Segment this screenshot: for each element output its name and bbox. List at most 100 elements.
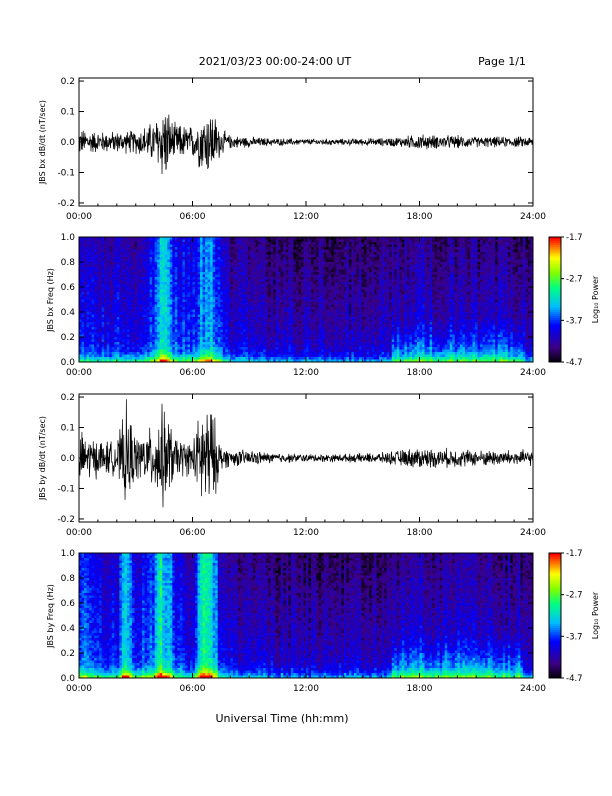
- heatmap-cell: [271, 277, 274, 280]
- heatmap-cell: [248, 245, 251, 248]
- heatmap-cell: [225, 300, 228, 303]
- heatmap-cell: [276, 252, 279, 255]
- heatmap-cell: [245, 312, 248, 315]
- heatmap-cell: [271, 325, 274, 328]
- heatmap-cell: [303, 270, 306, 273]
- heatmap-cell: [283, 290, 286, 293]
- heatmap-cell: [205, 292, 208, 295]
- heatmap-cell: [94, 280, 97, 283]
- heatmap-cell: [321, 332, 324, 335]
- heatmap-cell: [309, 257, 312, 260]
- heatmap-cell: [319, 240, 322, 243]
- heatmap-cell: [261, 325, 264, 328]
- heatmap-cell: [316, 292, 319, 295]
- heatmap-cell: [235, 305, 238, 308]
- heatmap-cell: [215, 267, 218, 270]
- heatmap-cell: [303, 342, 306, 345]
- heatmap-cell: [89, 260, 92, 263]
- heatmap-cell: [152, 262, 155, 265]
- heatmap-cell: [266, 307, 269, 310]
- heatmap-cell: [187, 337, 190, 340]
- heatmap-cell: [208, 245, 211, 248]
- heatmap-cell: [132, 312, 135, 315]
- heatmap-cell: [177, 357, 180, 360]
- heatmap-cell: [245, 240, 248, 243]
- heatmap-cell: [281, 287, 284, 290]
- heatmap-cell: [235, 272, 238, 275]
- heatmap-cell: [263, 240, 266, 243]
- heatmap-cell: [152, 325, 155, 328]
- heatmap-cell: [165, 280, 168, 283]
- heatmap-cell: [215, 347, 218, 350]
- heatmap-cell: [187, 285, 190, 288]
- heatmap-cell: [233, 282, 236, 285]
- heatmap-cell: [84, 312, 87, 315]
- heatmap-cell: [321, 310, 324, 313]
- heatmap-cell: [321, 345, 324, 348]
- heatmap-cell: [112, 342, 115, 345]
- heatmap-cell: [82, 315, 85, 318]
- heatmap-cell: [296, 260, 299, 263]
- heatmap-cell: [180, 255, 183, 258]
- heatmap-cell: [193, 355, 196, 358]
- heatmap-cell: [240, 337, 243, 340]
- heatmap-cell: [177, 322, 180, 325]
- heatmap-cell: [215, 292, 218, 295]
- heatmap-cell: [117, 355, 120, 358]
- heatmap-cell: [253, 350, 256, 353]
- heatmap-cell: [324, 295, 327, 298]
- heatmap-cell: [94, 272, 97, 275]
- heatmap-cell: [92, 290, 95, 293]
- heatmap-cell: [84, 307, 87, 310]
- heatmap-cell: [321, 340, 324, 343]
- heatmap-cell: [127, 357, 130, 360]
- heatmap-cell: [228, 292, 231, 295]
- heatmap-cell: [97, 307, 100, 310]
- heatmap-cell: [245, 277, 248, 280]
- heatmap-cell: [129, 302, 132, 305]
- heatmap-cell: [253, 247, 256, 250]
- heatmap-cell: [167, 245, 170, 248]
- heatmap-cell: [112, 287, 115, 290]
- heatmap-cell: [291, 257, 294, 260]
- heatmap-cell: [276, 302, 279, 305]
- heatmap-cell: [205, 317, 208, 320]
- heatmap-cell: [124, 320, 127, 323]
- heatmap-cell: [160, 285, 163, 288]
- heatmap-cell: [94, 270, 97, 273]
- heatmap-cell: [145, 327, 148, 330]
- heatmap-cell: [132, 290, 135, 293]
- heatmap-cell: [261, 310, 264, 313]
- heatmap-cell: [155, 287, 158, 290]
- heatmap-cell: [319, 352, 322, 355]
- heatmap-cell: [175, 330, 178, 333]
- heatmap-cell: [203, 242, 206, 245]
- heatmap-cell: [160, 252, 163, 255]
- heatmap-cell: [99, 280, 102, 283]
- heatmap-cell: [140, 325, 143, 328]
- heatmap-cell: [127, 290, 130, 293]
- heatmap-cell: [301, 290, 304, 293]
- heatmap-cell: [233, 287, 236, 290]
- heatmap-cell: [311, 245, 314, 248]
- heatmap-cell: [147, 245, 150, 248]
- heatmap-cell: [235, 327, 238, 330]
- heatmap-cell: [251, 250, 254, 253]
- heatmap-cell: [286, 352, 289, 355]
- heatmap-cell: [134, 240, 137, 243]
- heatmap-cell: [283, 312, 286, 315]
- heatmap-cell: [268, 330, 271, 333]
- heatmap-cell: [84, 245, 87, 248]
- heatmap-cell: [104, 275, 107, 278]
- heatmap-cell: [132, 260, 135, 263]
- heatmap-cell: [127, 330, 130, 333]
- heatmap-cell: [218, 325, 221, 328]
- heatmap-cell: [87, 347, 90, 350]
- heatmap-cell: [89, 337, 92, 340]
- heatmap-cell: [117, 265, 120, 268]
- heatmap-cell: [97, 355, 100, 358]
- heatmap-cell: [140, 262, 143, 265]
- heatmap-cell: [281, 327, 284, 330]
- heatmap-cell: [129, 272, 132, 275]
- heatmap-cell: [180, 295, 183, 298]
